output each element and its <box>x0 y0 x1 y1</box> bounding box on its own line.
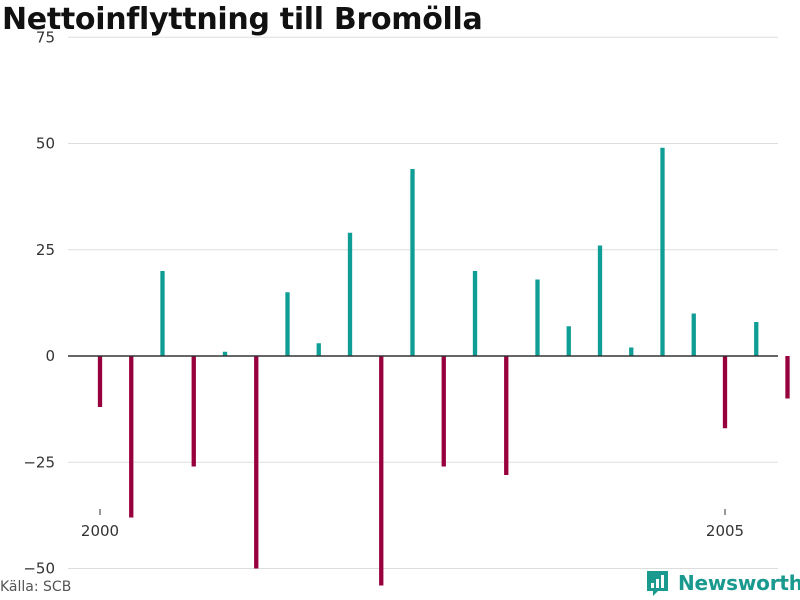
x-tick-label: 2000 <box>81 522 119 540</box>
brand-name: Newsworthy <box>678 571 800 595</box>
bar <box>504 356 509 475</box>
x-axis-tick-labels: 200020052010201520202025 <box>81 509 744 540</box>
bar <box>347 232 353 356</box>
bar <box>160 271 165 356</box>
bar <box>191 356 196 467</box>
bars <box>97 147 790 586</box>
bar <box>441 356 446 467</box>
bar <box>566 326 571 356</box>
newsworthy-icon <box>647 571 668 596</box>
gridlines <box>68 36 778 569</box>
y-tick-label: 50 <box>36 135 55 153</box>
bar <box>629 347 634 356</box>
bar <box>97 356 103 407</box>
bar <box>285 292 290 356</box>
y-tick-label: 0 <box>45 347 55 365</box>
y-tick-label: 75 <box>36 28 55 46</box>
bar <box>379 356 384 586</box>
bar <box>785 356 790 399</box>
y-axis-tick-labels: 1251007550250−25−50 <box>23 28 55 578</box>
bar <box>222 351 228 356</box>
bar <box>754 322 759 356</box>
x-tick-label: 2005 <box>706 522 744 540</box>
bar <box>129 356 134 518</box>
y-tick-label: −50 <box>23 560 55 578</box>
newsworthy-logo: Newsworthy <box>645 569 800 597</box>
bar <box>722 356 728 429</box>
bar <box>597 245 603 356</box>
chart-title: Nettoinflyttning till Bromölla <box>2 2 483 37</box>
bar <box>316 343 321 356</box>
bar <box>691 313 696 356</box>
y-tick-label: −25 <box>23 453 55 471</box>
bar <box>535 279 540 356</box>
y-tick-label: 25 <box>36 241 55 259</box>
bar <box>472 271 478 356</box>
bar <box>410 169 415 356</box>
bar <box>660 147 665 356</box>
source-label: Källa: SCB <box>0 579 72 595</box>
bar <box>254 356 259 569</box>
